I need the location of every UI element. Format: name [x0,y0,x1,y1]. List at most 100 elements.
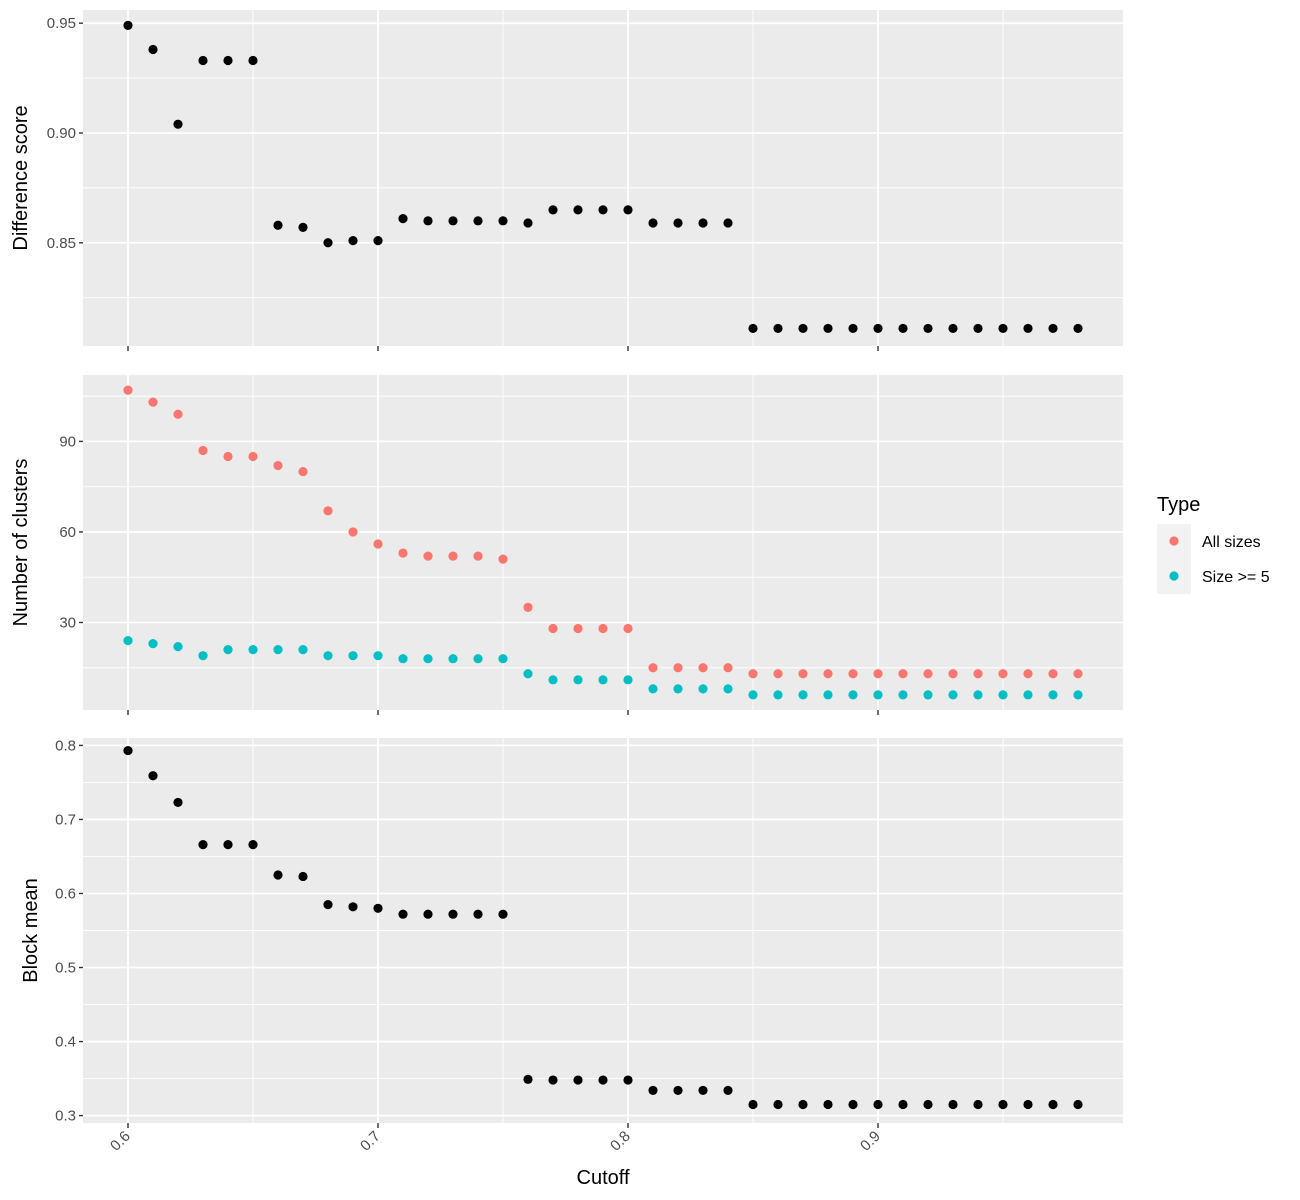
legend: Type All sizes Size >= 5 [1157,494,1270,594]
data-point [848,323,858,334]
data-point [723,218,733,228]
data-point [848,1099,858,1110]
data-point [148,44,158,55]
legend-item-all-sizes: All sizes [1169,534,1261,551]
y-tick-label: 30 [59,614,76,631]
data-point [673,684,683,694]
data-point [823,669,833,679]
data-point [423,654,433,664]
data-point [1073,323,1083,334]
data-point [798,1099,808,1110]
data-point [173,797,183,808]
data-point [773,1099,783,1110]
data-point [748,669,758,679]
data-point [548,675,558,685]
y-tick-label: 0.8 [55,737,76,754]
data-point [473,551,483,561]
data-point [598,623,608,634]
data-point [1048,1099,1058,1110]
y-tick-label: 0.85 [47,235,76,252]
data-point [898,1099,908,1110]
data-point [748,323,758,334]
data-point [698,218,708,228]
data-point [148,639,158,649]
data-point [923,323,933,334]
data-point [948,323,958,334]
data-point [273,645,283,655]
data-point [998,323,1008,334]
y-tick-label: 90 [59,433,76,450]
data-point [873,323,883,334]
legend-title: Type [1157,494,1200,516]
data-point [198,55,208,66]
data-point [248,840,258,850]
data-point [148,397,158,407]
panel-background [83,10,1123,346]
data-point [523,602,533,612]
data-point [298,222,308,233]
data-point [948,690,958,700]
data-point [1048,690,1058,700]
data-point [698,1085,708,1096]
data-point [873,690,883,700]
data-point [898,323,908,334]
data-point [348,902,358,912]
data-point [648,663,658,673]
data-point [1073,690,1083,700]
data-point [123,745,133,756]
data-point [473,216,483,226]
y-tick-label: 0.6 [55,885,76,902]
data-point [923,1099,933,1110]
panel-background [83,375,1123,710]
data-point [1048,323,1058,334]
data-point [173,642,183,652]
data-point [773,669,783,679]
data-point [823,1099,833,1110]
x-tick-label: 0.6 [107,1128,134,1155]
data-point [1023,1099,1033,1110]
data-point [798,669,808,679]
data-point [223,840,233,850]
data-point [823,323,833,334]
data-point [448,551,458,561]
y-tick-label: 60 [59,524,76,541]
panel-1: 0.85 0.90 0.95 Difference score [10,10,1123,351]
data-point [123,385,133,395]
y-tick-label: 0.4 [55,1034,76,1051]
data-point [573,1075,583,1085]
x-tick-label: 0.9 [857,1128,884,1155]
y-tick-label: 0.7 [55,811,76,828]
data-point [373,235,383,246]
data-point [398,214,408,224]
data-point [123,20,133,30]
data-point [423,551,433,561]
data-point [473,909,483,919]
data-point [473,654,483,664]
data-point [648,218,658,228]
data-point [973,669,983,679]
data-point [973,323,983,334]
data-point [848,669,858,679]
data-point [448,909,458,919]
series-panel-3-points [123,745,1083,1110]
data-point [598,675,608,685]
data-point [623,623,633,634]
data-point [448,216,458,226]
x-tick-label: 0.7 [357,1128,384,1155]
panel-2: 30 60 90 Number of clusters [10,375,1123,715]
data-point [623,205,633,215]
data-point [1073,669,1083,679]
y-tick-label: 0.5 [55,960,76,977]
data-point [148,771,158,781]
data-point [448,654,458,664]
data-point [748,690,758,700]
data-point [198,840,208,850]
data-point [873,669,883,679]
y-tick-label: 0.90 [47,125,76,142]
data-point [373,539,383,549]
legend-key-background [1157,524,1191,594]
data-point [573,205,583,215]
legend-label-all-sizes: All sizes [1202,534,1261,551]
data-point [548,205,558,215]
